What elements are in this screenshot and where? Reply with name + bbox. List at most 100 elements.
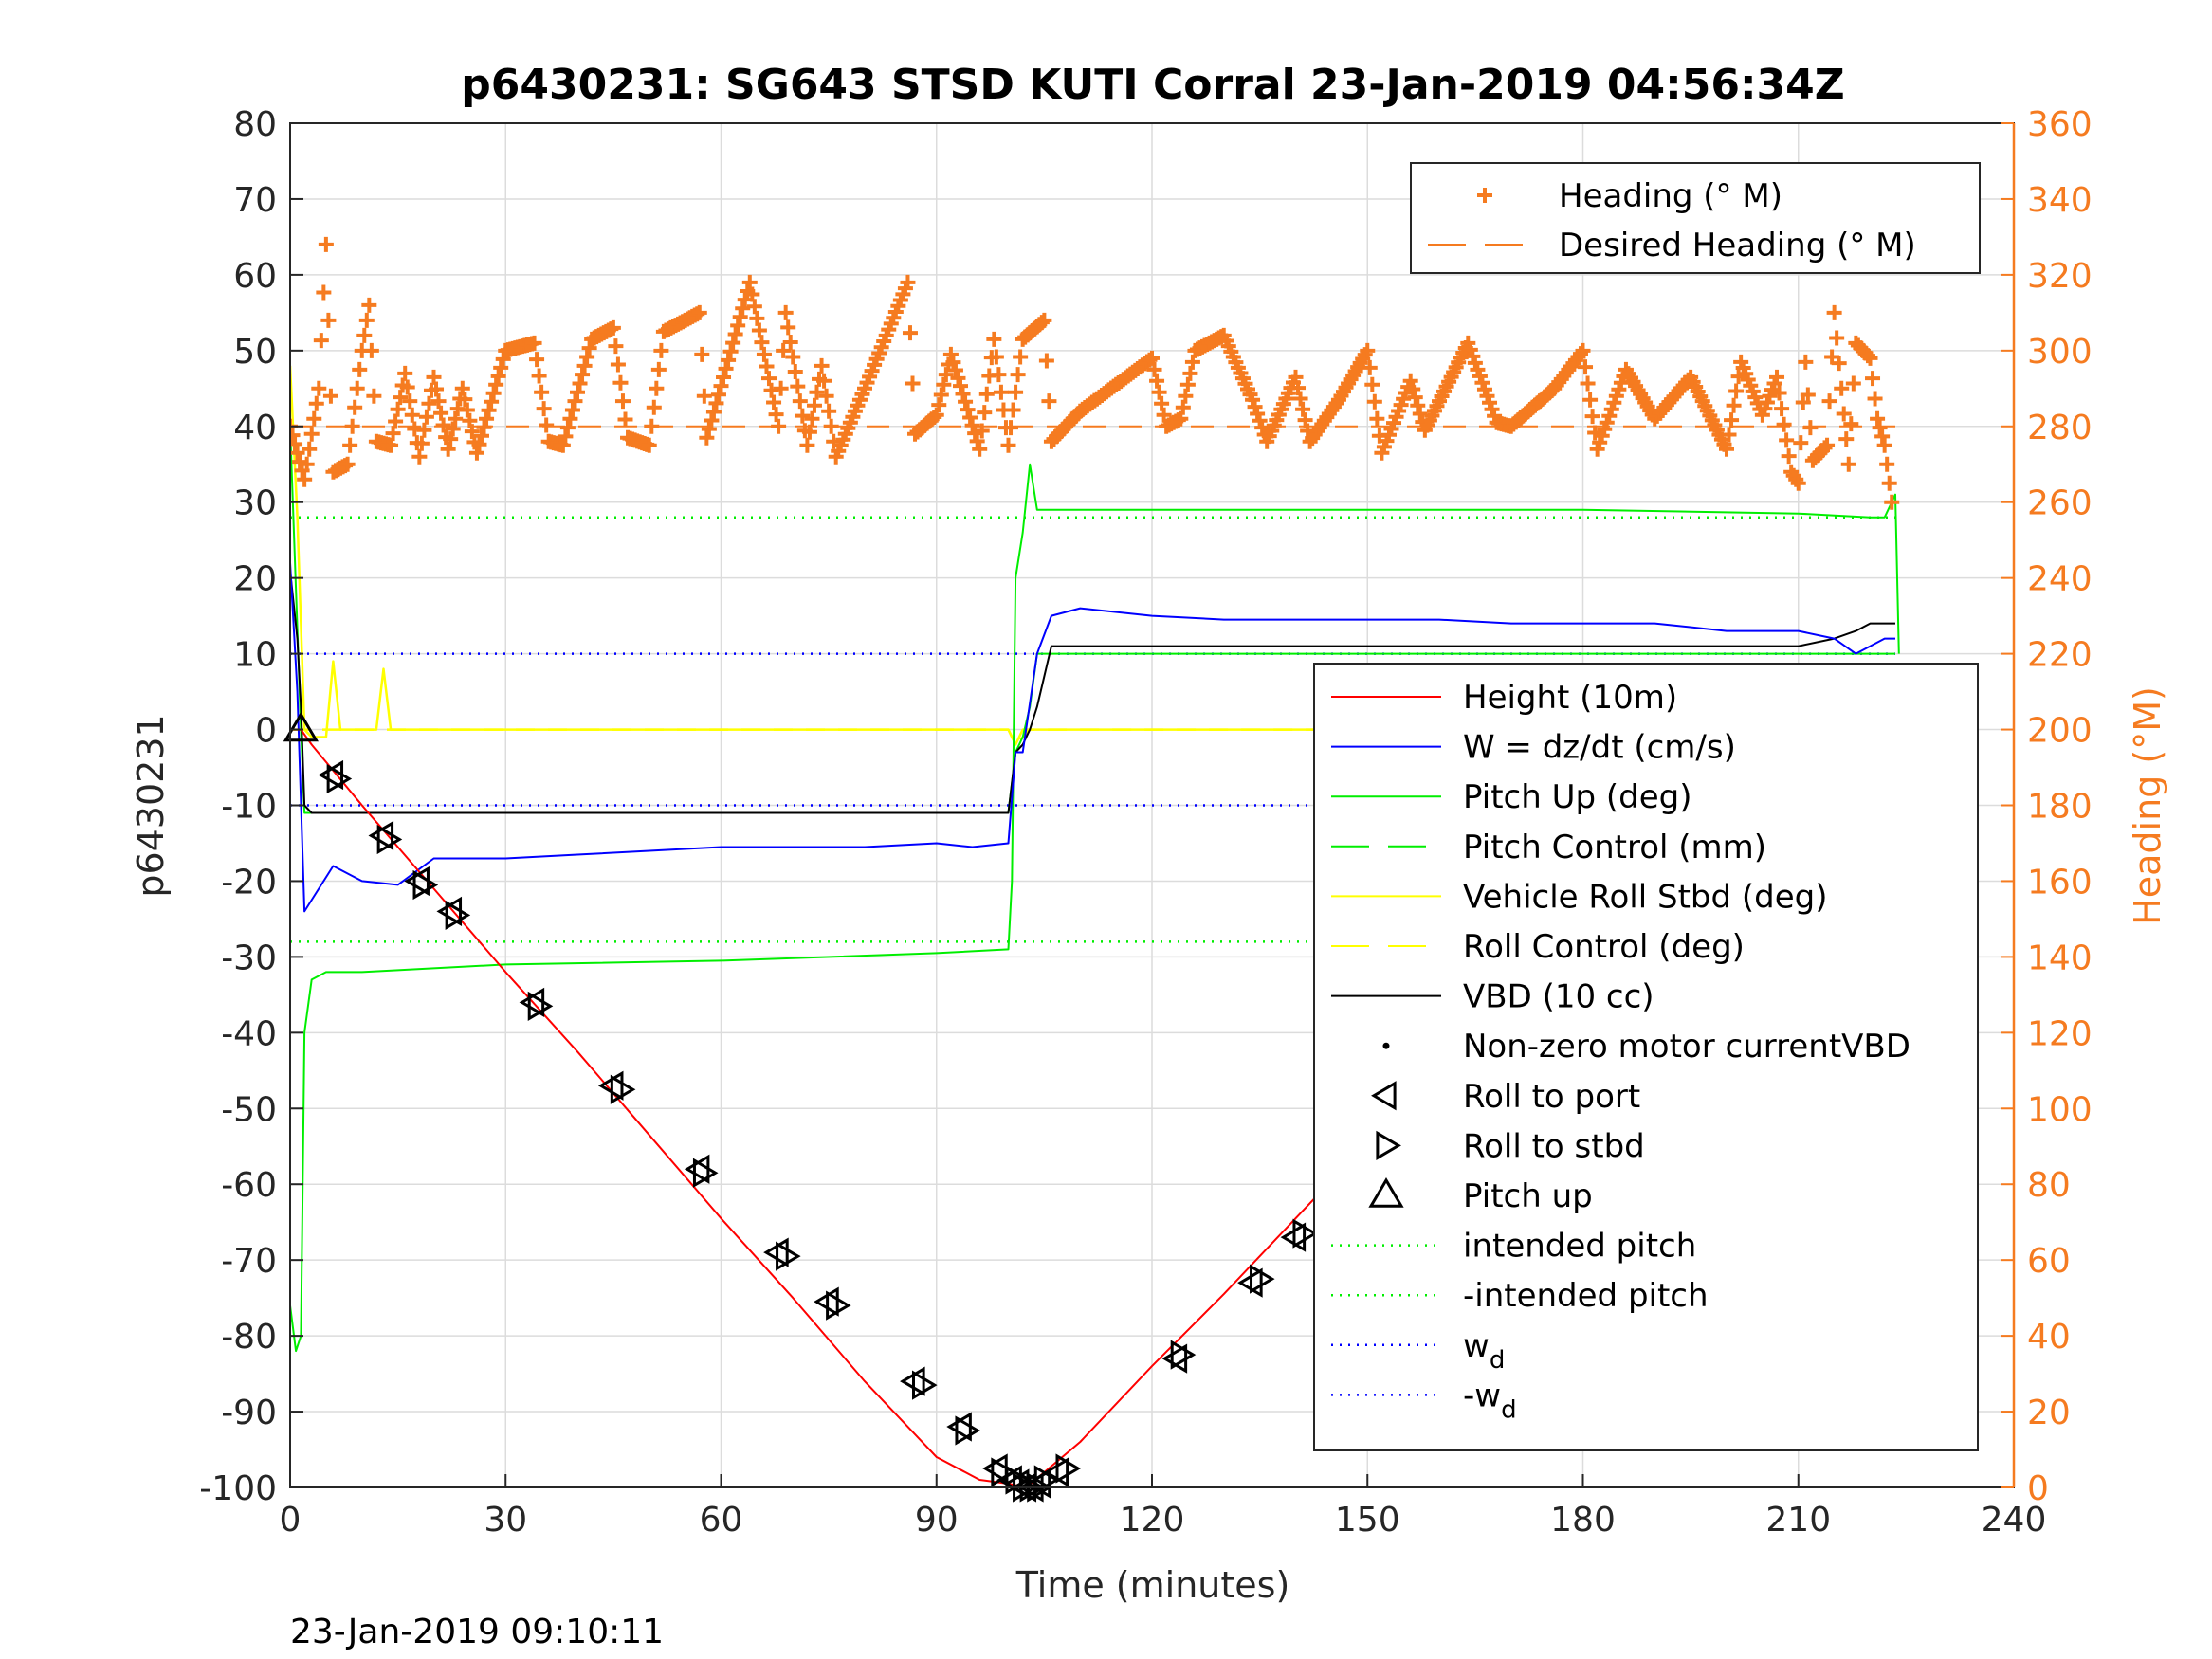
heading-point [809, 384, 825, 400]
heading-point [435, 417, 451, 433]
legend-main-label: Pitch Control (mm) [1463, 829, 1766, 866]
heading-point [782, 334, 798, 350]
heading-point [816, 373, 832, 389]
heading-point [416, 422, 432, 438]
heading-point [313, 333, 329, 349]
heading-point [605, 319, 621, 336]
legend-main-label: Vehicle Roll Stbd (deg) [1463, 878, 1828, 916]
heading-point [759, 358, 775, 374]
heading-point [1730, 369, 1746, 385]
heading-point [773, 380, 789, 396]
legend-label-text: intended pitch [1463, 1228, 1696, 1266]
heading-point [1836, 406, 1852, 422]
roll-to-stbd-marker [1170, 1340, 1197, 1370]
tick-label-x: 90 [915, 1501, 959, 1540]
heading-point [402, 393, 418, 410]
roll-to-stbd-marker [445, 900, 471, 931]
heading-point [1872, 420, 1888, 436]
tick-label-y-right: 60 [2027, 1242, 2071, 1281]
heading-point [1728, 383, 1745, 399]
tick-label-y-left: 0 [255, 712, 277, 751]
heading-point [1010, 367, 1026, 383]
tick-label-y-left: -90 [221, 1394, 277, 1432]
heading-point [1721, 427, 1737, 443]
tick-label-y-right: 220 [2027, 636, 2093, 675]
heading-point [575, 367, 591, 383]
heading-point [746, 299, 762, 315]
heading-point [445, 421, 461, 437]
heading-point [311, 380, 327, 396]
legend-label-text: Height (10m) [1463, 679, 1677, 717]
heading-point [962, 410, 978, 426]
tick-label-y-left: -80 [221, 1318, 277, 1357]
roll-to-stbd-marker [776, 1241, 801, 1271]
legend-main-label: Pitch up [1463, 1177, 1593, 1215]
heading-point [356, 327, 373, 343]
heading-point [967, 426, 983, 442]
heading-point [429, 381, 445, 397]
roll-to-stbd-marker [1005, 1465, 1032, 1495]
legend-main-label: Roll to stbd [1463, 1127, 1645, 1165]
tick-label-y-right: 340 [2027, 181, 2093, 220]
legend-label-text: w [1463, 1327, 1490, 1365]
heading-point [727, 326, 743, 342]
heading-point [581, 340, 597, 356]
heading-point [646, 399, 662, 415]
legend-main-box [1313, 663, 1979, 1451]
legend-main-label: VBD (10 cc) [1463, 978, 1654, 1016]
series-line-vbd-10-cc- [290, 570, 1895, 814]
heading-point [718, 360, 734, 376]
heading-point [1184, 354, 1200, 370]
legend-label-text: Non-zero motor currentVBD [1463, 1028, 1910, 1066]
heading-point [297, 471, 313, 487]
heading-point [1776, 416, 1792, 432]
heading-point [383, 437, 399, 453]
heading-point [322, 388, 338, 404]
tick-label-y-right: 0 [2027, 1469, 2049, 1508]
tick-label-y-left: 40 [233, 409, 277, 447]
legend-main-label: Roll Control (deg) [1463, 928, 1745, 966]
pitch-up-marker [283, 711, 319, 742]
legend-label-text: Pitch Up (deg) [1463, 778, 1691, 816]
heading-point [363, 342, 379, 358]
tick-label-x: 150 [1335, 1501, 1400, 1540]
heading-point [900, 274, 916, 290]
heading-point [1146, 361, 1162, 377]
heading-point [303, 426, 320, 442]
heading-point [1036, 312, 1052, 328]
heading-point [339, 456, 356, 472]
legend-main-label: wd [1463, 1327, 1505, 1375]
legend-main-label: intended pitch [1463, 1228, 1696, 1266]
tick-label-y-right: 40 [2027, 1318, 2071, 1357]
heading-point [562, 410, 578, 427]
heading-point [612, 374, 629, 391]
heading-point [701, 421, 717, 437]
legend-top-label: Heading (° M) [1559, 177, 1782, 215]
heading-point [754, 335, 770, 351]
heading-point [902, 325, 918, 341]
tick-label-y-right: 200 [2027, 712, 2093, 751]
heading-point [814, 357, 830, 374]
heading-point [1726, 397, 1742, 413]
roll-to-stbd-marker [692, 1158, 719, 1188]
heading-point [1038, 353, 1054, 369]
heading-point [488, 376, 504, 392]
heading-point [1154, 395, 1170, 411]
heading-point [490, 368, 506, 384]
heading-point [399, 379, 415, 395]
heading-point [1874, 428, 1891, 445]
tick-label-y-left: -60 [221, 1166, 277, 1205]
roll-to-stbd-marker [955, 1415, 981, 1446]
heading-point [1575, 342, 1591, 358]
heading-point [344, 418, 360, 434]
heading-point [1041, 393, 1057, 410]
heading-point [411, 448, 428, 465]
heading-point [531, 368, 547, 384]
legend-top-label: Desired Heading (° M) [1559, 227, 1916, 264]
heading-point [1840, 456, 1856, 472]
heading-point [1405, 381, 1421, 397]
tick-label-y-left: -50 [221, 1090, 277, 1129]
legend-label-subscript: d [1490, 1346, 1506, 1375]
tick-label-y-right: 240 [2027, 560, 2093, 599]
legend-label-text: -w [1463, 1376, 1501, 1414]
